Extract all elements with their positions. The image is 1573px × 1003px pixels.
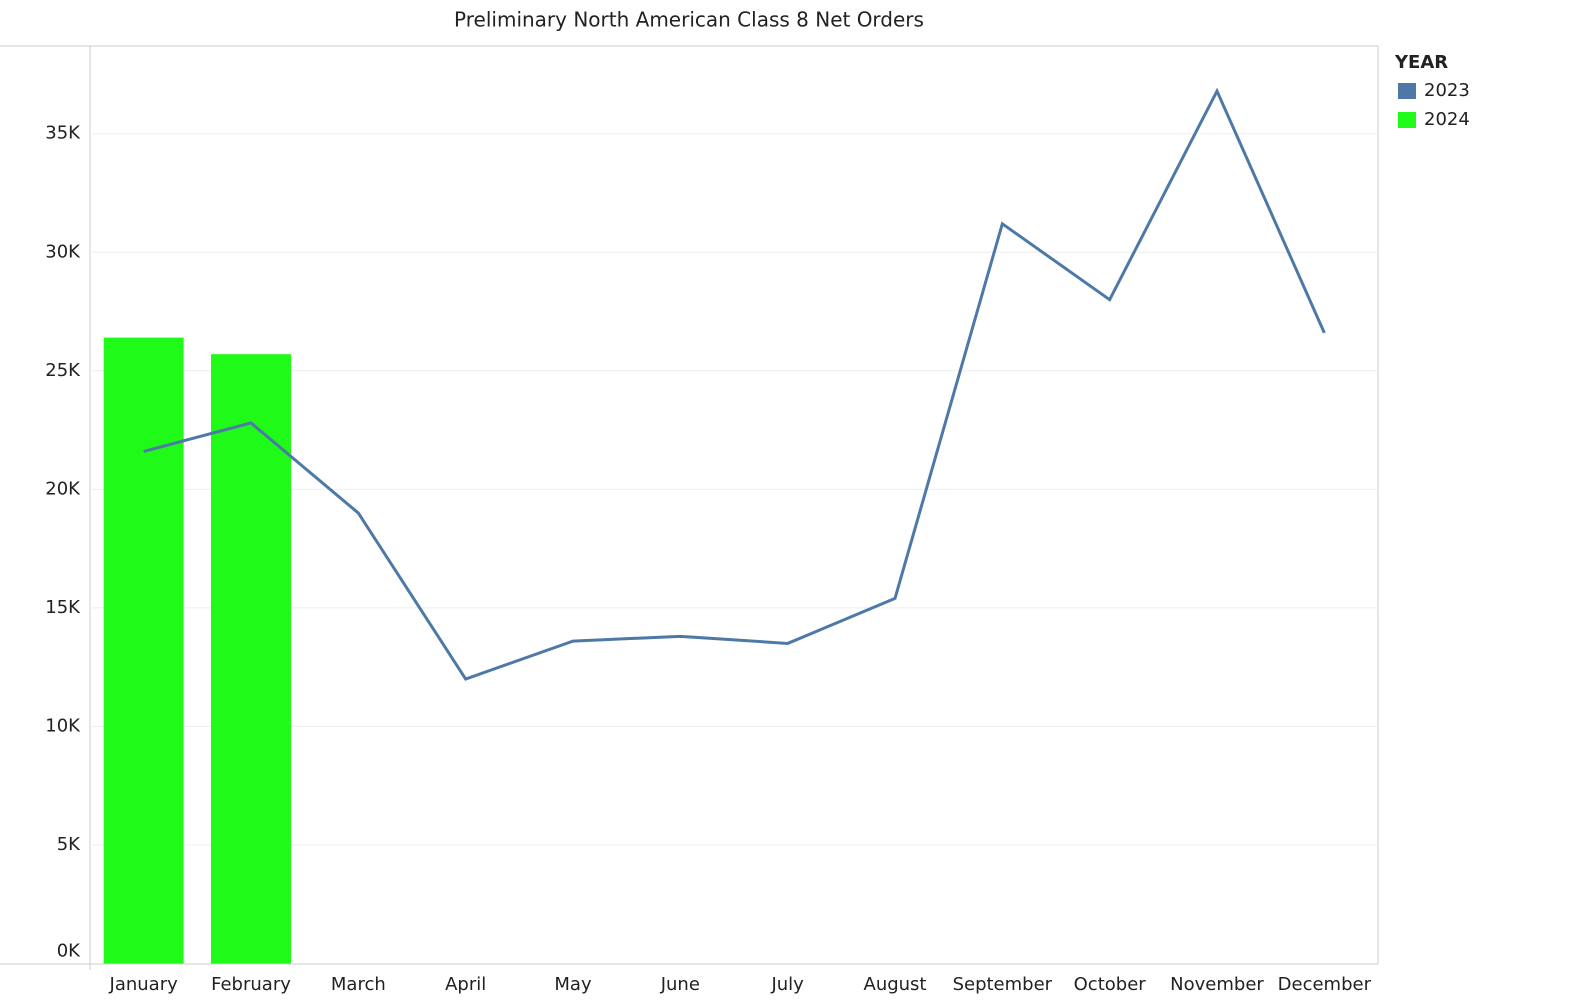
bar <box>211 354 291 964</box>
line <box>143 87 1326 681</box>
x-tick-label: November <box>1170 974 1264 995</box>
x-tick-label: October <box>1074 974 1147 995</box>
x-tick-label: December <box>1278 974 1372 995</box>
y-tick-label: 0K <box>57 941 81 962</box>
x-tick-label: June <box>660 974 700 995</box>
y-tick-label: 5K <box>57 834 81 855</box>
x-tick-label: March <box>331 974 386 995</box>
legend-swatch <box>1398 112 1416 128</box>
legend-swatch <box>1398 83 1416 99</box>
y-tick-label: 30K <box>45 241 81 262</box>
y-tick-label: 25K <box>45 360 81 381</box>
legend-title: YEAR <box>1394 52 1448 73</box>
legend-label: 2024 <box>1424 109 1470 130</box>
x-tick-label: April <box>445 974 486 995</box>
x-tick-label: September <box>953 974 1053 995</box>
x-tick-label: May <box>554 974 592 995</box>
x-tick-label: July <box>770 974 804 995</box>
y-tick-label: 20K <box>45 478 81 499</box>
legend-label: 2023 <box>1424 80 1470 101</box>
chart-title: Preliminary North American Class 8 Net O… <box>454 8 924 32</box>
y-tick-label: 35K <box>45 123 81 144</box>
y-tick-label: 15K <box>45 597 81 618</box>
x-tick-label: January <box>109 974 179 995</box>
x-tick-label: August <box>864 974 927 995</box>
x-tick-label: February <box>211 974 291 995</box>
y-tick-label: 10K <box>45 715 81 736</box>
bar <box>103 337 184 964</box>
